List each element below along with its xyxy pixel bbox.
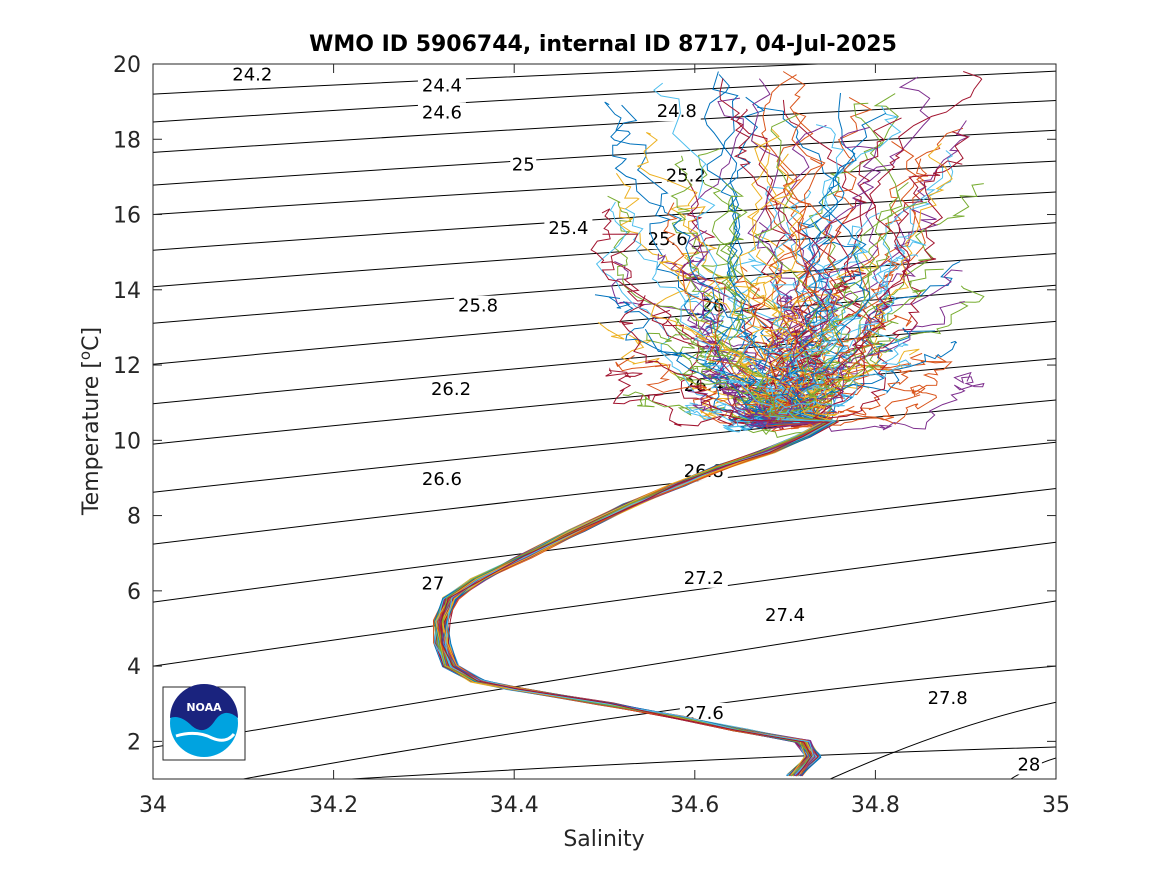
x-axis: 34 34.2 34.4 34.6 34.8 35 [139, 64, 1070, 818]
profile-line [439, 182, 833, 776]
isopycnal-line [153, 100, 1056, 153]
logo-wave [175, 731, 236, 742]
contour-label: 24.6 [422, 102, 462, 123]
isopycnal-line [153, 541, 1056, 667]
contour-label-bg [426, 378, 475, 399]
contour-label-bg [923, 688, 972, 709]
profile-line [439, 158, 836, 777]
contour-label: 25.8 [458, 296, 498, 317]
contour-label-bg [454, 295, 503, 316]
contour-label: 27.4 [765, 605, 805, 626]
contour-label: 25 [512, 155, 535, 176]
y-axis-label: Temperature [oC] [76, 327, 104, 516]
y-tick-label: 10 [113, 429, 141, 454]
contour-label: 27.8 [928, 688, 968, 709]
contour-label-bg [228, 64, 277, 85]
isopycnal-line [153, 358, 1056, 445]
contour-label-bg [652, 101, 701, 122]
isopycnal-line [153, 487, 1056, 603]
contour-label-bg [544, 217, 593, 238]
contour-label-bg [417, 75, 466, 96]
profile-line [444, 71, 983, 776]
contour-label: 25.4 [548, 218, 588, 239]
isopycnal-line [153, 222, 1056, 288]
noaa-logo: NOAA [162, 684, 246, 761]
x-tick-label: 34 [139, 793, 167, 818]
profile-line [434, 92, 871, 776]
contour-label-bg [661, 165, 710, 186]
profile-line [440, 233, 831, 776]
contour-label: 24.8 [657, 101, 697, 122]
y-tick-label: 2 [127, 730, 141, 755]
contour-label: 26.6 [422, 469, 462, 490]
profile-line [438, 301, 965, 776]
y-tick-label: 6 [127, 580, 141, 605]
profile-line [435, 325, 838, 775]
y-tick-label: 14 [113, 279, 141, 304]
isopycnal-line [153, 70, 1056, 123]
y-tick-label: 20 [113, 53, 141, 78]
contour-label-bg [679, 567, 728, 588]
isopycnal-line [351, 746, 1056, 779]
isopycnal-line [153, 399, 1056, 493]
isopycnal-line [153, 160, 1056, 216]
profile-lines [432, 71, 985, 777]
profile-line [434, 208, 825, 776]
contour-label: 24.2 [232, 65, 272, 86]
contour-label-bg [1015, 754, 1042, 775]
isopycnal-line [153, 129, 1056, 186]
contour-label-bg [761, 605, 810, 626]
profile-line [439, 126, 882, 777]
contour-label: 28 [1017, 754, 1040, 775]
x-tick-label: 34.2 [309, 793, 358, 818]
y-tick-label: 16 [113, 204, 141, 229]
x-tick-label: 34.6 [670, 793, 719, 818]
profile-line [444, 314, 913, 775]
logo-navy-top [170, 684, 238, 731]
isopycnal-line [153, 441, 1056, 545]
y-tick-label: 18 [113, 128, 141, 153]
y-axis: 2 4 6 8 10 12 14 16 18 20 [113, 53, 1056, 755]
x-tick-label: 34.4 [490, 793, 539, 818]
x-axis-label: Salinity [563, 827, 644, 852]
y-tick-label: 12 [113, 354, 141, 379]
isopycnal-line [243, 665, 1056, 779]
isopycnal-line [153, 600, 1056, 748]
isopycnal-line [153, 284, 1056, 365]
isopycnal-line [830, 701, 1056, 779]
contour-label-bg [419, 573, 446, 594]
logo-text: NOAA [186, 701, 222, 714]
plot-area [153, 64, 1056, 779]
chart-title: WMO ID 5906744, internal ID 8717, 04-Jul… [309, 32, 897, 57]
contour-label: 27 [421, 573, 444, 594]
isopycnal-line [153, 64, 832, 95]
y-tick-label: 8 [127, 505, 141, 530]
contour-label: 27.2 [684, 568, 724, 589]
axes-box [152, 63, 1057, 780]
contour-label: 26.2 [431, 379, 471, 400]
contour-label-bg [510, 154, 537, 175]
profile-line [441, 101, 838, 776]
y-tick-label: 4 [127, 655, 141, 680]
profile-line [436, 202, 830, 777]
x-tick-label: 35 [1042, 793, 1070, 818]
contour-label: 24.4 [422, 76, 462, 97]
contour-label-bg [417, 468, 466, 489]
isopycnal-line [153, 191, 1056, 251]
profile-line [441, 153, 836, 776]
x-tick-label: 34.8 [851, 793, 900, 818]
contour-label-bg [417, 102, 466, 123]
